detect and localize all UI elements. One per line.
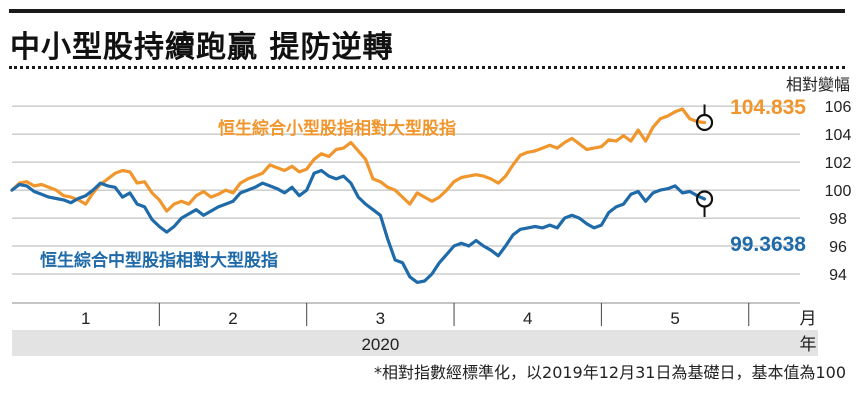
y-axis: 94 96 98 100 102 104 106 相對變幅 [786, 75, 851, 284]
mid-cap-series-line [10, 168, 707, 284]
small-cap-end-value: 104.835 [730, 96, 806, 119]
page-title: 中小型股持續跑贏 提防逆轉 [10, 30, 394, 65]
y-tick-label: 102 [825, 155, 852, 172]
year-band [12, 330, 818, 356]
month-unit-label: 月 [800, 309, 817, 329]
month-tick-label: 4 [523, 309, 532, 328]
year-unit-label: 年 [800, 335, 817, 355]
y-tick-label: 104 [825, 127, 852, 144]
y-axis-title: 相對變幅 [786, 75, 850, 94]
footnote: *相對指數經標準化，以2019年12月31日為基礎日，基本值為100 [374, 363, 846, 382]
y-tick-label: 94 [829, 267, 847, 284]
y-tick-label: 100 [825, 183, 852, 200]
month-tick-label: 2 [228, 309, 237, 328]
month-tick-label: 5 [670, 309, 679, 328]
top-rule [9, 9, 845, 13]
y-tick-label: 106 [825, 99, 852, 116]
mid-cap-series-label: 恒生綜合中型股指相對大型股指 [40, 250, 278, 271]
mid-cap-end-value: 99.3638 [730, 233, 806, 256]
y-tick-label: 96 [829, 239, 847, 256]
grid-lines [12, 105, 800, 275]
small-cap-series-line [10, 107, 707, 213]
end-marker [695, 190, 714, 208]
dotted-divider [9, 66, 845, 69]
small-cap-series-label: 恒生綜合小型股指相對大型股指 [218, 118, 456, 139]
month-axis: 1 2 3 4 5 月 2020 年 [12, 302, 817, 355]
y-tick-label: 98 [829, 211, 847, 228]
month-tick-label: 1 [81, 309, 90, 328]
year-label: 2020 [361, 335, 399, 354]
series-lines [10, 104, 714, 284]
month-tick-label: 3 [376, 309, 385, 328]
end-marker [695, 113, 714, 132]
